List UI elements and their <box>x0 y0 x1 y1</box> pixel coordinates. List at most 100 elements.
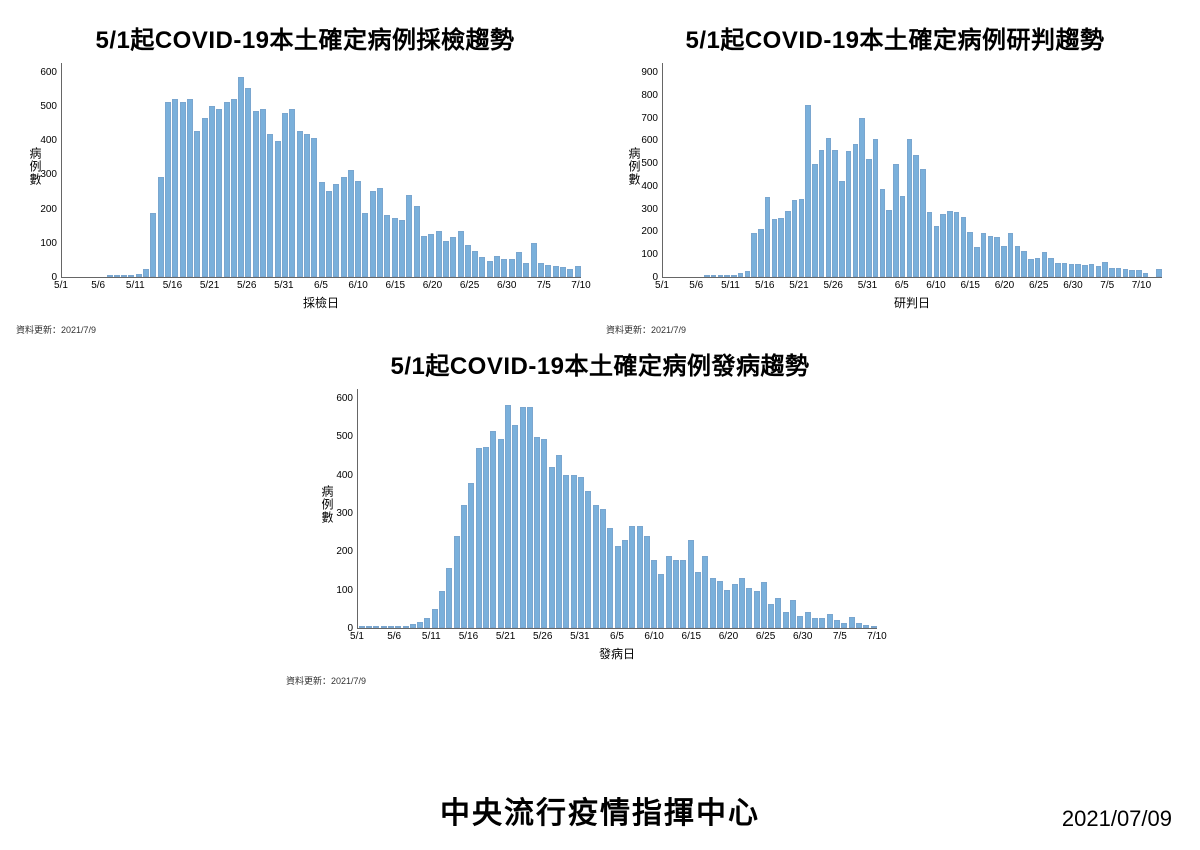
x-tick-label: 6/15 <box>386 280 405 291</box>
bar <box>267 134 273 277</box>
bar <box>772 219 778 277</box>
y-tick-label: 500 <box>40 102 57 112</box>
bar <box>567 269 573 277</box>
bar <box>534 437 540 628</box>
x-tick-label: 6/5 <box>895 280 909 291</box>
bar <box>812 164 818 277</box>
x-tick-label: 5/21 <box>200 280 219 291</box>
bar <box>853 144 859 277</box>
bar <box>644 536 650 628</box>
bar <box>282 113 288 277</box>
bar <box>745 271 751 277</box>
bar <box>1143 273 1149 277</box>
bar <box>839 181 845 277</box>
bar <box>395 626 401 628</box>
bar <box>490 431 496 628</box>
bar <box>974 247 980 277</box>
bar <box>1001 246 1007 277</box>
x-tick-label: 7/10 <box>571 280 590 291</box>
bar <box>832 150 838 277</box>
bar <box>245 88 251 277</box>
bar <box>319 182 325 277</box>
x-tick-label: 5/6 <box>387 631 401 642</box>
bar <box>688 540 694 628</box>
x-tick-label: 6/10 <box>348 280 367 291</box>
x-tick-label: 7/5 <box>537 280 551 291</box>
bar <box>1042 252 1048 277</box>
bar <box>866 159 872 277</box>
x-tick-label: 6/10 <box>644 631 663 642</box>
x-tick-label: 6/20 <box>423 280 442 291</box>
bar <box>461 505 467 628</box>
bar <box>704 275 710 277</box>
chart-sampling: 病例數01002003004005006005/15/65/115/165/21… <box>29 63 581 311</box>
bar <box>487 261 493 277</box>
x-tick-label: 6/10 <box>926 280 945 291</box>
y-tick-label: 600 <box>40 68 57 78</box>
bar <box>476 448 482 628</box>
x-tick-label: 5/11 <box>126 280 145 291</box>
bar <box>940 214 946 277</box>
bar <box>373 626 379 628</box>
bar <box>549 467 555 628</box>
bar <box>158 177 164 277</box>
bar <box>209 106 215 277</box>
x-tick-label: 5/21 <box>496 631 515 642</box>
bar <box>348 170 354 277</box>
bar <box>711 275 717 277</box>
bar <box>785 211 791 277</box>
bar <box>370 191 376 277</box>
bar <box>758 229 764 277</box>
bar <box>410 624 416 628</box>
bar <box>311 138 317 277</box>
bar <box>819 618 825 628</box>
y-tick-label: 100 <box>641 250 658 260</box>
x-tick-label: 6/25 <box>1029 280 1048 291</box>
x-tick-label: 5/16 <box>755 280 774 291</box>
chart-title: 5/1起COVID-19本土確定病例發病趨勢 <box>280 346 920 381</box>
bar <box>981 233 987 277</box>
x-tick-label: 6/30 <box>793 631 812 642</box>
x-tick-label: 6/25 <box>460 280 479 291</box>
bar <box>1156 269 1162 277</box>
y-tick-label: 300 <box>40 170 57 180</box>
bar <box>805 105 811 277</box>
bar <box>768 604 774 628</box>
x-tick-label: 5/16 <box>163 280 182 291</box>
bar <box>680 560 686 628</box>
footer-org: 中央流行疫情指揮中心 <box>440 788 760 832</box>
y-tick-label: 100 <box>336 586 353 596</box>
bar <box>238 77 244 277</box>
bar <box>799 199 805 277</box>
bar <box>585 491 591 628</box>
bar <box>1136 270 1142 277</box>
bar <box>1028 259 1034 277</box>
bar <box>797 616 803 628</box>
bar <box>297 131 303 277</box>
bar <box>710 578 716 628</box>
bar <box>1069 264 1075 277</box>
x-tick-label: 6/15 <box>682 631 701 642</box>
x-tick-label: 5/21 <box>789 280 808 291</box>
bar <box>406 195 412 277</box>
bar <box>961 217 967 277</box>
bar <box>479 257 485 277</box>
bar <box>886 210 892 277</box>
bar <box>494 256 500 277</box>
bar <box>180 102 186 277</box>
bar <box>388 626 394 628</box>
bar <box>826 138 832 277</box>
bar <box>907 139 913 277</box>
x-tick-label: 6/25 <box>756 631 775 642</box>
x-tick-label: 7/10 <box>867 631 886 642</box>
bar <box>468 483 474 628</box>
bar <box>414 206 420 277</box>
bar <box>607 528 613 628</box>
bar <box>834 620 840 628</box>
bar <box>501 259 507 277</box>
bar <box>873 139 879 277</box>
bar <box>172 99 178 277</box>
x-tick-label: 7/5 <box>1100 280 1114 291</box>
bar <box>366 626 372 628</box>
y-tick-label: 200 <box>336 547 353 557</box>
